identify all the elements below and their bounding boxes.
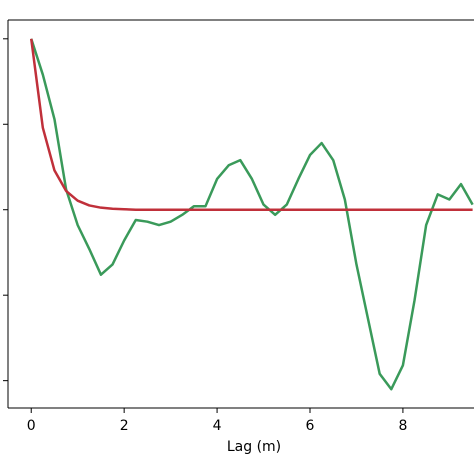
data-line [29, 38, 473, 211]
x-tick-label: 8 [398, 418, 407, 434]
x-tick-label: 2 [120, 418, 129, 434]
x-tick-label: 0 [27, 418, 36, 434]
x-tick-label: 6 [306, 418, 315, 434]
x-tick-label: 4 [213, 418, 222, 434]
x-axis-label: Lag (m) [227, 439, 281, 455]
data-line [30, 38, 474, 391]
